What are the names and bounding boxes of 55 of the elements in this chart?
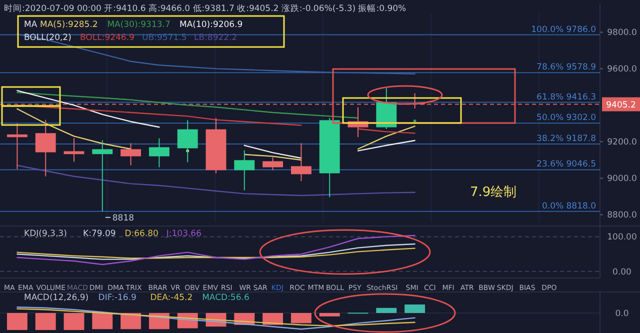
ref-line-label: 61.8% 9416.3 <box>536 92 596 102</box>
bar <box>319 313 340 316</box>
y-tick-label: 9800.0 <box>607 28 637 38</box>
annotation: 8818 <box>112 213 134 224</box>
candlestick <box>6 122 28 170</box>
y-tick-label: 100.00 <box>607 232 637 243</box>
series-label: DEA:-45.2 <box>150 293 193 303</box>
ref-line-label: 23.6% 9046.5 <box>536 160 596 170</box>
ref-line-label: 50.0% 9302.0 <box>536 113 596 124</box>
bar <box>6 313 28 330</box>
ref-line-label: 0.0 <box>615 309 629 319</box>
text: MA(30):9313.7 <box>107 20 170 30</box>
text: K:79.09 <box>83 229 116 239</box>
ref-line-label: 100.0% 9786.0 <box>531 24 596 35</box>
text: BOLL:9246.9 <box>80 33 134 43</box>
candlestick <box>148 138 170 168</box>
ref-line-label: 38.2% 9187.8 <box>536 134 596 144</box>
ref-line-label: 9405.2 <box>606 100 636 110</box>
bar <box>92 313 113 330</box>
bar <box>35 313 56 330</box>
chart-title: MACD(12,26,9) <box>24 293 89 303</box>
bar <box>120 313 142 330</box>
candlestick <box>234 150 255 191</box>
bar <box>376 308 397 313</box>
line-series <box>16 248 416 259</box>
y-tick-label: 0.00 <box>612 267 632 278</box>
y-tick-label: 9600.0 <box>607 64 637 75</box>
chart-title: 时间:2020-07-09 00:00 开:9410.6 高:9466.0 低:9381.7 收:9405.2 涨跌:-0.06%(-5.3) 振幅:0.90% <box>4 3 406 14</box>
candlestick <box>290 142 312 182</box>
candlestick <box>177 120 198 163</box>
chart-title: KDJ(9,3,3) <box>24 229 67 239</box>
text: MA(10):9206.9 <box>180 20 243 30</box>
y-tick-label: 9200.0 <box>607 138 637 148</box>
candlestick <box>120 142 142 166</box>
y-tick-label: 8800.0 <box>607 210 637 221</box>
text: MA(5):9285.2 <box>40 20 98 30</box>
y-tick-label: 9000.0 <box>607 174 637 184</box>
bar <box>64 313 84 330</box>
text: LB:8922.2 <box>194 33 238 43</box>
candlestick <box>35 119 56 177</box>
ref-line-label: 0.0% 8818.0 <box>542 201 596 212</box>
bar <box>404 304 426 313</box>
bar <box>290 313 312 324</box>
candlestick <box>262 156 284 171</box>
text: 7.9绘制 <box>470 185 517 200</box>
text: D:66.80 <box>124 229 158 239</box>
line-series <box>16 164 416 196</box>
series-label: DIF:-16.9 <box>98 293 136 303</box>
series-label: J:103.66 <box>165 229 202 239</box>
candlestick <box>64 138 84 162</box>
series-label: MACD:56.6 <box>202 293 250 303</box>
candlestick <box>92 140 113 212</box>
text: UB:9571.5 <box>142 33 187 43</box>
ref-line-label: 78.6% 9578.9 <box>536 62 596 73</box>
annotation: MA <box>24 20 38 30</box>
